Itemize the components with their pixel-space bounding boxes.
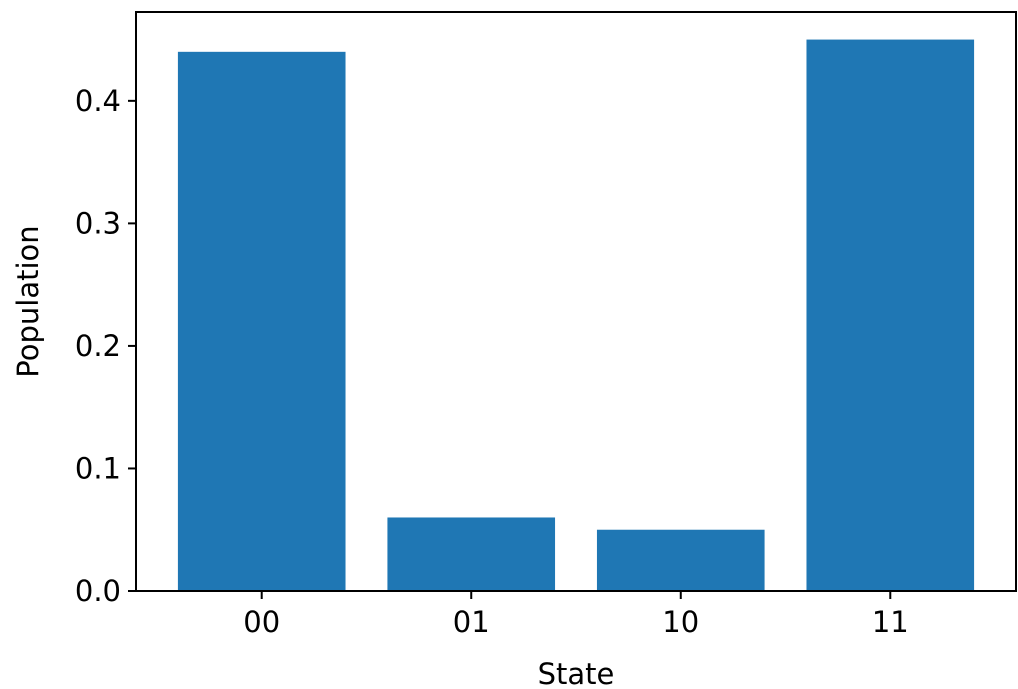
x-tick-label: 00: [243, 605, 280, 639]
x-tick-label: 10: [662, 605, 699, 639]
x-axis-ticks: 00 01 10 11: [243, 591, 909, 639]
bar-10: [596, 529, 765, 591]
x-tick-label: 01: [453, 605, 490, 639]
x-axis-label: State: [538, 657, 615, 689]
y-axis-ticks: 0.0 0.1 0.2 0.3 0.4: [75, 84, 136, 608]
x-tick-label: 11: [872, 605, 909, 639]
y-tick-label: 0.4: [75, 84, 121, 118]
bars-layer: [177, 39, 975, 592]
bar-01: [387, 517, 556, 591]
y-axis-label: Population: [11, 225, 45, 377]
y-tick-label: 0.3: [75, 206, 121, 240]
y-tick-label: 0.0: [75, 574, 121, 608]
bar-00: [177, 51, 346, 592]
plot-frame: [135, 11, 1017, 592]
y-tick-label: 0.1: [75, 451, 121, 485]
bar-11: [806, 39, 975, 592]
y-tick-label: 0.2: [75, 329, 121, 363]
